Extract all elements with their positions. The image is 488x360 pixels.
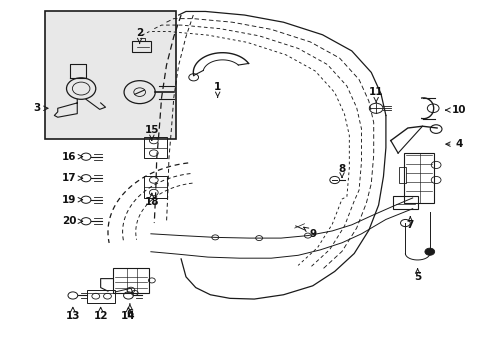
Text: 17: 17 <box>61 173 82 183</box>
Text: 11: 11 <box>368 87 383 103</box>
Bar <box>143 176 166 198</box>
Text: 13: 13 <box>65 307 80 321</box>
Text: 4: 4 <box>445 139 462 149</box>
Text: 15: 15 <box>144 125 159 140</box>
Text: 12: 12 <box>93 307 108 321</box>
Text: 14: 14 <box>121 307 136 321</box>
Text: 5: 5 <box>413 269 420 282</box>
Text: 19: 19 <box>61 195 82 205</box>
Text: 7: 7 <box>406 217 413 230</box>
Bar <box>143 137 166 158</box>
Text: 16: 16 <box>61 152 82 162</box>
Text: 3: 3 <box>34 103 48 113</box>
Bar <box>403 153 433 203</box>
Circle shape <box>424 248 434 255</box>
Text: 6: 6 <box>126 304 133 319</box>
Text: 10: 10 <box>445 105 466 115</box>
Text: 9: 9 <box>303 227 316 239</box>
Bar <box>132 41 151 52</box>
Text: 20: 20 <box>61 216 82 226</box>
Text: 8: 8 <box>338 164 345 177</box>
Bar <box>87 290 115 303</box>
Text: 2: 2 <box>136 28 143 44</box>
Text: 18: 18 <box>144 193 159 207</box>
Bar <box>44 12 176 139</box>
Bar <box>398 167 405 183</box>
Text: 1: 1 <box>214 82 221 97</box>
Bar <box>113 268 149 293</box>
Bar <box>392 196 417 210</box>
